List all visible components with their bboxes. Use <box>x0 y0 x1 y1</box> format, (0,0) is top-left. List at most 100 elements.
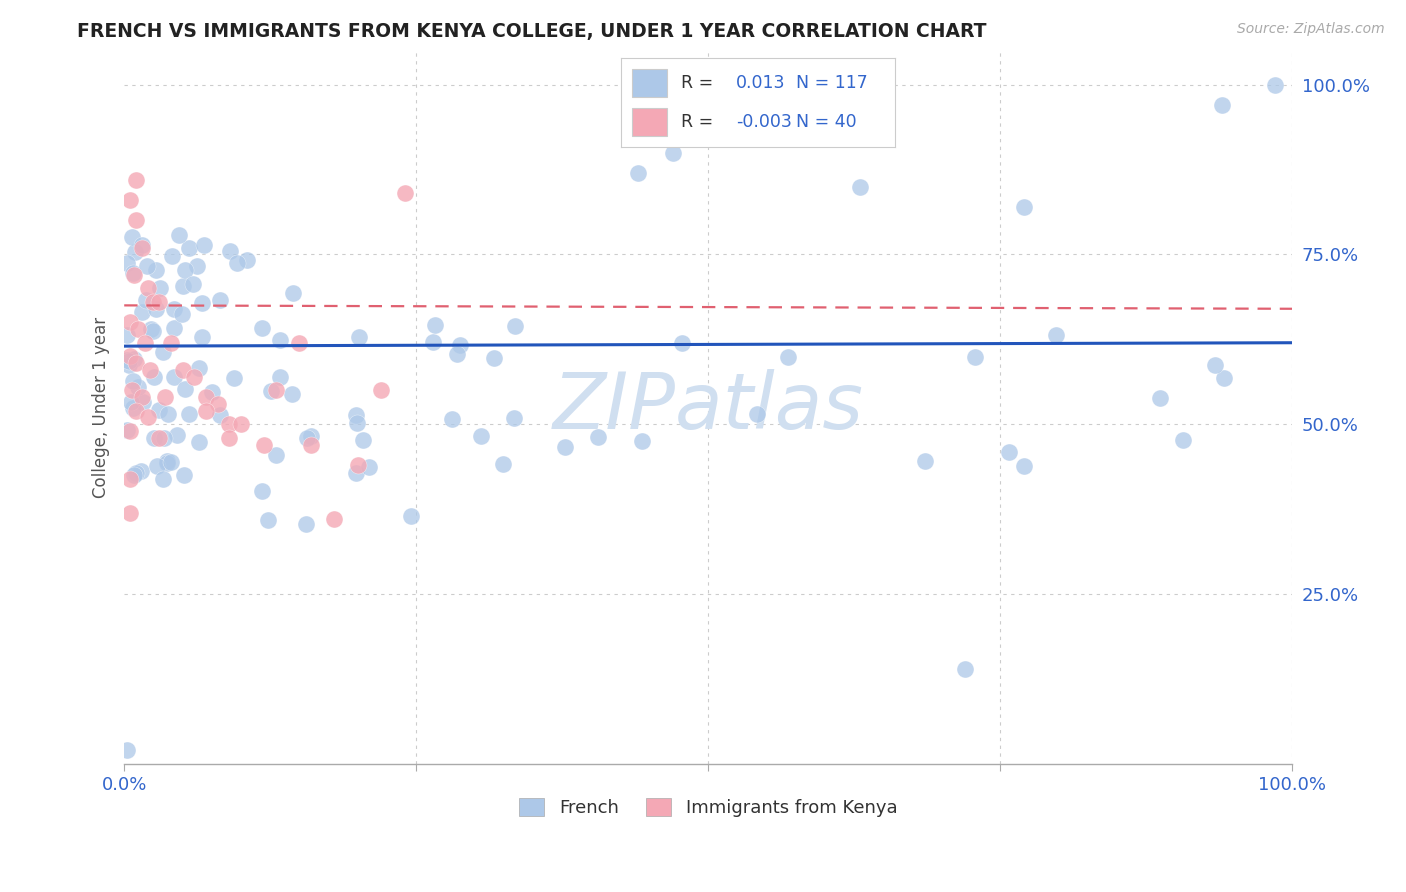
Point <box>141 322 163 336</box>
Point <box>347 330 370 344</box>
Point <box>352 434 374 448</box>
Point <box>1012 200 1035 214</box>
Point <box>125 356 148 370</box>
Point <box>370 384 392 398</box>
Point <box>194 403 217 417</box>
Point <box>160 454 183 468</box>
Point <box>188 435 211 450</box>
Point <box>914 454 936 468</box>
Point <box>425 318 447 332</box>
Point <box>201 384 224 399</box>
Point <box>148 403 170 417</box>
Legend: French, Immigrants from Kenya: French, Immigrants from Kenya <box>510 789 907 826</box>
Point <box>148 295 170 310</box>
Point <box>253 437 276 451</box>
Point <box>142 295 165 310</box>
Point <box>125 403 148 417</box>
Point <box>346 417 368 431</box>
Point <box>250 321 273 335</box>
Point <box>145 263 167 277</box>
Point <box>173 467 195 482</box>
Point <box>283 286 305 301</box>
Point <box>1204 358 1226 372</box>
Point <box>118 358 141 372</box>
Point <box>295 431 318 445</box>
Point <box>344 408 367 422</box>
Point <box>174 383 197 397</box>
Point <box>963 350 986 364</box>
Point <box>134 335 156 350</box>
Point <box>181 277 204 292</box>
Point <box>145 458 167 473</box>
Y-axis label: College, Under 1 year: College, Under 1 year <box>93 317 110 498</box>
Point <box>953 662 976 676</box>
Point <box>153 390 176 404</box>
Point <box>160 335 183 350</box>
Point <box>124 245 146 260</box>
Point <box>191 330 214 344</box>
Point <box>1264 78 1286 92</box>
Point <box>1014 459 1036 474</box>
Point <box>170 307 193 321</box>
Point <box>177 241 200 255</box>
Point <box>269 333 291 347</box>
Point <box>115 256 138 270</box>
Point <box>470 429 492 443</box>
Point <box>778 351 800 365</box>
Point <box>122 401 145 415</box>
Point <box>288 335 311 350</box>
Point <box>153 431 176 445</box>
Point <box>299 429 322 443</box>
Point <box>115 743 138 757</box>
Point <box>344 466 367 480</box>
Point <box>183 369 205 384</box>
Point <box>122 467 145 482</box>
Point <box>226 255 249 269</box>
Point <box>172 278 194 293</box>
Point <box>218 244 240 258</box>
Point <box>152 471 174 485</box>
Point <box>166 428 188 442</box>
Point <box>627 166 650 180</box>
Point <box>269 370 291 384</box>
Point <box>745 408 768 422</box>
Point <box>131 238 153 252</box>
Point <box>131 304 153 318</box>
Point <box>163 301 186 316</box>
Point <box>209 293 232 307</box>
Point <box>505 319 527 334</box>
Point <box>588 430 610 444</box>
Point <box>630 434 652 449</box>
Point <box>190 296 212 310</box>
Point <box>162 249 184 263</box>
Point <box>671 335 693 350</box>
Point <box>193 238 215 252</box>
Point <box>142 370 165 384</box>
Point <box>125 172 148 186</box>
Point <box>115 352 138 367</box>
Point <box>218 417 240 432</box>
Point <box>142 324 165 338</box>
Text: Source: ZipAtlas.com: Source: ZipAtlas.com <box>1237 22 1385 37</box>
Point <box>118 354 141 368</box>
Point <box>446 347 468 361</box>
Text: FRENCH VS IMMIGRANTS FROM KENYA COLLEGE, UNDER 1 YEAR CORRELATION CHART: FRENCH VS IMMIGRANTS FROM KENYA COLLEGE,… <box>77 22 987 41</box>
Point <box>145 302 167 317</box>
Point <box>998 445 1021 459</box>
Point <box>163 321 186 335</box>
Point <box>186 260 208 274</box>
Point <box>1149 391 1171 405</box>
Point <box>149 281 172 295</box>
Point <box>188 360 211 375</box>
Point <box>250 483 273 498</box>
Point <box>1213 370 1236 384</box>
Point <box>236 253 259 268</box>
Point <box>122 267 145 281</box>
Point <box>264 384 287 398</box>
Point <box>222 371 245 385</box>
Point <box>152 345 174 359</box>
Point <box>155 456 177 470</box>
Point <box>115 423 138 437</box>
Point <box>131 241 153 255</box>
Point <box>120 349 142 363</box>
